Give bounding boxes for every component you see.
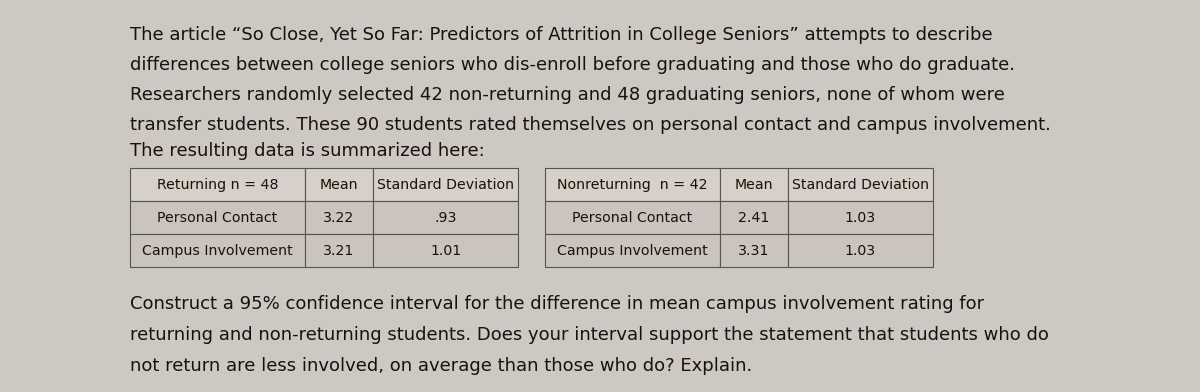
Bar	[305, 168, 373, 201]
Text: Returning n = 48: Returning n = 48	[157, 178, 278, 192]
Text: 3.21: 3.21	[323, 243, 355, 258]
Text: Campus Involvement: Campus Involvement	[142, 243, 293, 258]
Text: 3.22: 3.22	[323, 211, 355, 225]
Text: Mean: Mean	[319, 178, 359, 192]
Bar	[305, 234, 373, 267]
Bar	[545, 168, 720, 201]
Text: transfer students. These 90 students rated themselves on personal contact and ca: transfer students. These 90 students rat…	[130, 116, 1051, 134]
Bar	[305, 201, 373, 234]
Bar	[720, 168, 788, 201]
Text: The resulting data is summarized here:: The resulting data is summarized here:	[130, 142, 485, 160]
Text: 1.01: 1.01	[430, 243, 461, 258]
Text: not return are less involved, on average than those who do? Explain.: not return are less involved, on average…	[130, 357, 752, 375]
Text: Personal Contact: Personal Contact	[157, 211, 277, 225]
Text: Construct a 95% confidence interval for the difference in mean campus involvemen: Construct a 95% confidence interval for …	[130, 295, 984, 313]
Bar	[720, 234, 788, 267]
Text: 1.03: 1.03	[845, 243, 876, 258]
Bar	[788, 234, 934, 267]
Bar	[130, 168, 305, 201]
Bar	[788, 168, 934, 201]
Text: Personal Contact: Personal Contact	[572, 211, 692, 225]
Text: Standard Deviation: Standard Deviation	[792, 178, 929, 192]
Text: .93: .93	[434, 211, 457, 225]
Bar	[130, 201, 305, 234]
Text: 1.03: 1.03	[845, 211, 876, 225]
Text: differences between college seniors who dis-enroll before graduating and those w: differences between college seniors who …	[130, 56, 1015, 74]
Text: Campus Involvement: Campus Involvement	[557, 243, 708, 258]
Text: returning and non-returning students. Does your interval support the statement t: returning and non-returning students. Do…	[130, 326, 1049, 344]
Bar	[788, 201, 934, 234]
Bar	[545, 234, 720, 267]
Text: Researchers randomly selected 42 non-returning and 48 graduating seniors, none o: Researchers randomly selected 42 non-ret…	[130, 86, 1004, 104]
Text: 2.41: 2.41	[738, 211, 769, 225]
Text: 3.31: 3.31	[738, 243, 769, 258]
Bar	[373, 168, 518, 201]
Bar	[720, 201, 788, 234]
Bar	[130, 234, 305, 267]
Bar	[373, 201, 518, 234]
Text: Standard Deviation: Standard Deviation	[377, 178, 514, 192]
Text: Nonreturning  n = 42: Nonreturning n = 42	[557, 178, 708, 192]
Text: The article “So Close, Yet So Far: Predictors of Attrition in College Seniors” a: The article “So Close, Yet So Far: Predi…	[130, 26, 992, 44]
Bar	[545, 201, 720, 234]
Bar	[373, 234, 518, 267]
Text: Mean: Mean	[734, 178, 773, 192]
